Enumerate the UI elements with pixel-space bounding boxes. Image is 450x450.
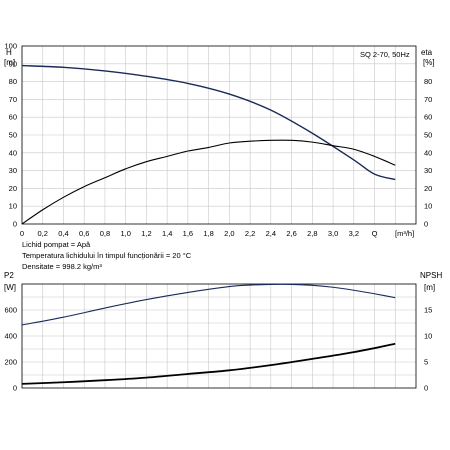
h-tick-label: 70 [9, 95, 17, 104]
h-axis-label: H [6, 48, 12, 57]
h-tick-label: 30 [9, 166, 17, 175]
p2-tick-label: 400 [4, 332, 17, 341]
top-left-tick-labels: 0 10 20 30 40 50 60 70 80 90 100 [4, 42, 17, 229]
bottom-chart-grid [21, 284, 416, 388]
x-tick-label: 1,6 [183, 229, 193, 238]
h-tick-label: 20 [9, 184, 17, 193]
p2-tick-label: 200 [4, 358, 17, 367]
note-density: Densitate = 998.2 kg/m³ [22, 262, 102, 271]
h-axis-unit: [m] [4, 58, 15, 67]
eta-axis-label: eta [421, 48, 433, 57]
x-tick-label: 2,0 [224, 229, 234, 238]
x-tick-label: 2,2 [245, 229, 255, 238]
eta-tick-label: 60 [424, 113, 432, 122]
h-tick-label: 80 [9, 77, 17, 86]
x-tick-label: 2,6 [286, 229, 296, 238]
npsh-tick-label: 0 [424, 384, 428, 393]
bottom-right-tick-labels: 0 5 10 15 [424, 306, 432, 393]
chart-title: SQ 2-70, 50Hz [360, 50, 410, 59]
x-tick-label: 0,4 [58, 229, 68, 238]
x-tick-label: Q [372, 229, 378, 238]
x-tick-label: 2,4 [266, 229, 276, 238]
top-chart-grid [21, 46, 416, 224]
p2-tick-label: 0 [13, 384, 17, 393]
eta-tick-label: 20 [424, 184, 432, 193]
note-temperature: Temperatura lichidului în timpul funcțio… [22, 251, 192, 260]
p2-axis-unit: [W] [4, 283, 16, 292]
x-tick-label: 1,8 [203, 229, 213, 238]
h-tick-label: 10 [9, 202, 17, 211]
eta-curve [21, 139, 396, 225]
bottom-chart-series [21, 283, 396, 385]
q-unit-label: [m³/h] [395, 229, 414, 238]
eta-tick-label: 10 [424, 202, 432, 211]
x-tick-label: 2,8 [307, 229, 317, 238]
bottom-left-tick-labels: 0 200 400 600 [4, 306, 17, 393]
npsh-axis-unit: [m] [424, 283, 435, 292]
x-tick-label: 3,0 [328, 229, 338, 238]
top-right-tick-labels: 0 10 20 30 40 50 60 70 80 [424, 77, 432, 228]
eta-axis-unit: [%] [423, 58, 435, 67]
x-tick-label: 0,2 [38, 229, 48, 238]
eta-tick-label: 70 [424, 95, 432, 104]
top-x-tick-labels: 0 0,2 0,4 0,6 0,8 1,0 1,2 1,4 1,6 1,8 2,0 2,2 2,4 2,6… [20, 229, 378, 238]
top-chart-series [21, 64, 396, 225]
x-tick-label: 0 [20, 229, 24, 238]
top-chart-frame [21, 45, 417, 225]
note-liquid: Lichid pompat = Apă [22, 240, 91, 249]
x-tick-label: 1,4 [162, 229, 172, 238]
p2-tick-label: 600 [4, 306, 17, 315]
h-tick-label: 40 [9, 148, 17, 157]
x-tick-label: 1,0 [120, 229, 130, 238]
eta-tick-label: 50 [424, 131, 432, 140]
x-tick-label: 3,2 [349, 229, 359, 238]
x-tick-label: 0,6 [79, 229, 89, 238]
h-tick-label: 50 [9, 131, 17, 140]
bottom-chart-frame [21, 283, 417, 389]
p2-curve [21, 283, 396, 326]
h-tick-label: 100 [4, 42, 17, 51]
h-tick-label: 60 [9, 113, 17, 122]
eta-tick-label: 30 [424, 166, 432, 175]
p2-axis-label: P2 [4, 271, 14, 280]
npsh-axis-label: NPSH [420, 271, 442, 280]
eta-tick-label: 0 [424, 220, 428, 229]
npsh-curve [21, 342, 396, 385]
npsh-tick-label: 10 [424, 332, 432, 341]
x-tick-label: 0,8 [100, 229, 110, 238]
h-tick-label: 0 [13, 220, 17, 229]
npsh-tick-label: 5 [424, 358, 428, 367]
eta-tick-label: 80 [424, 77, 432, 86]
h-tick-label: 90 [9, 59, 17, 68]
h-curve [21, 64, 396, 181]
npsh-tick-label: 15 [424, 306, 432, 315]
x-tick-label: 1,2 [141, 229, 151, 238]
eta-tick-label: 40 [424, 148, 432, 157]
